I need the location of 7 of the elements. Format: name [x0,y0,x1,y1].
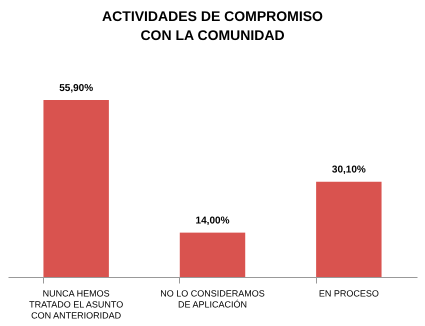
data-label: 30,10% [332,164,366,176]
data-label: 55,90% [59,83,94,94]
x-tick-label: NO LO CONSIDERAMOS DE APLICACIÓN [160,288,265,310]
x-tick-label: EN PROCESO [318,288,379,298]
chart-title: ACTIVIDADES DE COMPROMISO CON LA COMUNIDAD [102,8,324,43]
x-tick-label: NUNCA HEMOS TRATADO EL ASUNTO CON ANTERIORIDAD [29,288,124,320]
data-label: 14,00% [196,216,230,227]
